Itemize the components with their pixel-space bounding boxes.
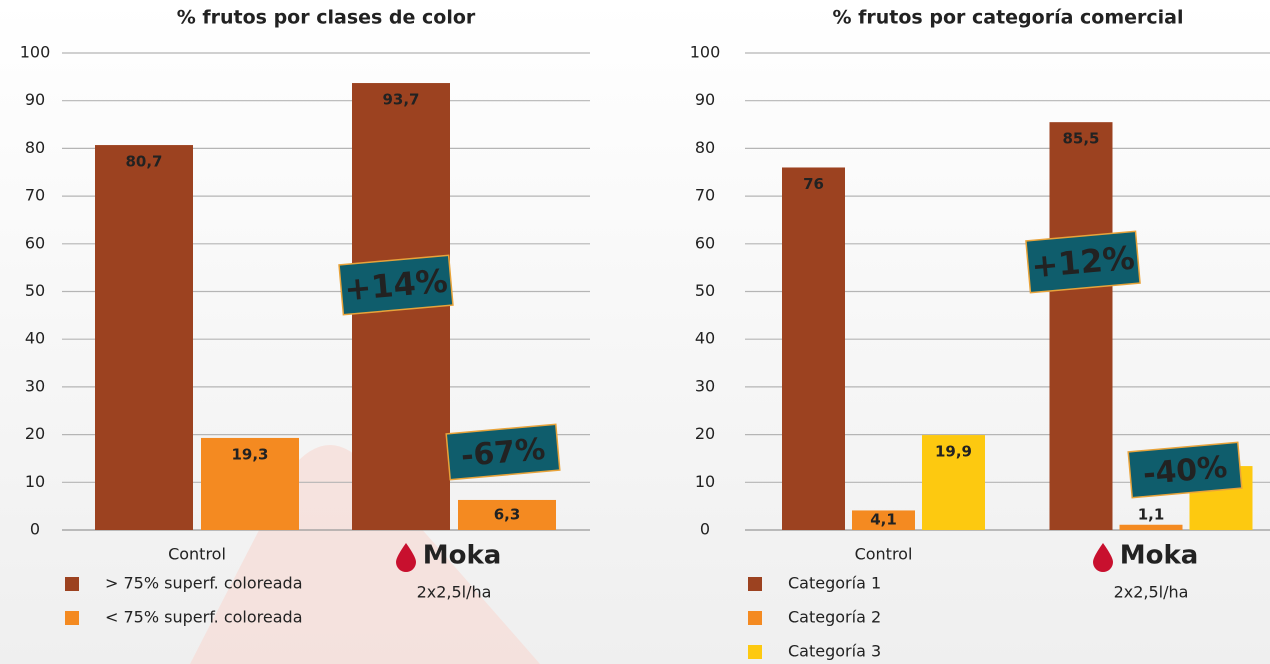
bar: [852, 510, 915, 530]
legend-label: Categoría 2: [788, 608, 881, 627]
y-tick-label: 60: [695, 233, 715, 252]
y-tick-label: 50: [25, 281, 45, 300]
y-tick-label: 20: [695, 424, 715, 443]
legend-swatch: [748, 645, 762, 659]
annotation-box: [445, 423, 561, 481]
bar: [1049, 122, 1113, 530]
y-tick-label: 100: [20, 43, 51, 62]
bar: [95, 145, 193, 530]
y-tick-label: 10: [695, 472, 715, 491]
bar: [458, 499, 556, 530]
bar: [1119, 524, 1183, 530]
value-label: 80,7: [125, 153, 162, 171]
y-tick-label: 90: [695, 90, 715, 109]
value-label: 19,9: [935, 443, 972, 461]
annotation-text: +12%: [1030, 239, 1136, 286]
x-tick-label: Control: [168, 545, 226, 564]
y-tick-label: 80: [695, 138, 715, 157]
y-tick-label: 90: [25, 90, 45, 109]
y-tick-label: 0: [30, 520, 40, 539]
x-tick-label: Moka: [1120, 541, 1199, 571]
bar: [922, 435, 985, 530]
chart-title: % frutos por categoría comercial: [832, 7, 1183, 29]
annotation-box: [1025, 230, 1141, 294]
annotation: -40%: [1127, 441, 1243, 499]
annotation-text: +14%: [343, 262, 449, 309]
legend-label: Categoría 1: [788, 574, 881, 593]
y-tick-label: 60: [25, 233, 45, 252]
value-label: 19,3: [231, 445, 268, 463]
legend-swatch: [65, 577, 79, 591]
category-note: 2x2,5l/ha: [1114, 583, 1189, 602]
annotation: +14%: [338, 254, 454, 316]
value-label: 1,1: [1138, 505, 1165, 523]
legend-label: < 75% superf. coloreada: [105, 608, 303, 627]
value-label: 4,1: [870, 511, 897, 529]
logo-drop: [1093, 543, 1113, 572]
annotation-text: -67%: [460, 432, 547, 474]
chart-title: % frutos por clases de color: [177, 7, 476, 29]
y-tick-label: 100: [690, 43, 721, 62]
logo-drop: [396, 543, 416, 572]
category-note: 2x2,5l/ha: [417, 583, 492, 602]
y-tick-label: 10: [25, 472, 45, 491]
y-tick-label: 70: [25, 186, 45, 205]
legend-swatch: [748, 577, 762, 591]
legend-label: > 75% superf. coloreada: [105, 574, 303, 593]
value-label: 76: [803, 175, 824, 193]
y-tick-label: 30: [25, 376, 45, 395]
y-tick-label: 40: [695, 329, 715, 348]
y-tick-label: 70: [695, 186, 715, 205]
x-tick-label: Moka: [423, 541, 502, 571]
annotation-box: [1127, 441, 1243, 499]
annotation-box: [338, 254, 454, 316]
annotation-text: -40%: [1142, 450, 1229, 492]
value-label: 6,3: [494, 505, 521, 523]
legend-swatch: [748, 611, 762, 625]
annotation: -67%: [445, 423, 561, 481]
y-tick-label: 50: [695, 281, 715, 300]
y-tick-label: 0: [700, 520, 710, 539]
y-tick-label: 40: [25, 329, 45, 348]
y-tick-label: 80: [25, 138, 45, 157]
legend-swatch: [65, 611, 79, 625]
bar: [201, 437, 299, 530]
x-tick-label: Control: [855, 545, 913, 564]
value-label: 93,7: [382, 91, 419, 109]
value-label: 85,5: [1062, 130, 1099, 148]
annotation: +12%: [1025, 230, 1141, 294]
y-tick-label: 30: [695, 376, 715, 395]
legend-label: Categoría 3: [788, 642, 881, 661]
bar: [782, 167, 845, 531]
y-tick-label: 20: [25, 424, 45, 443]
